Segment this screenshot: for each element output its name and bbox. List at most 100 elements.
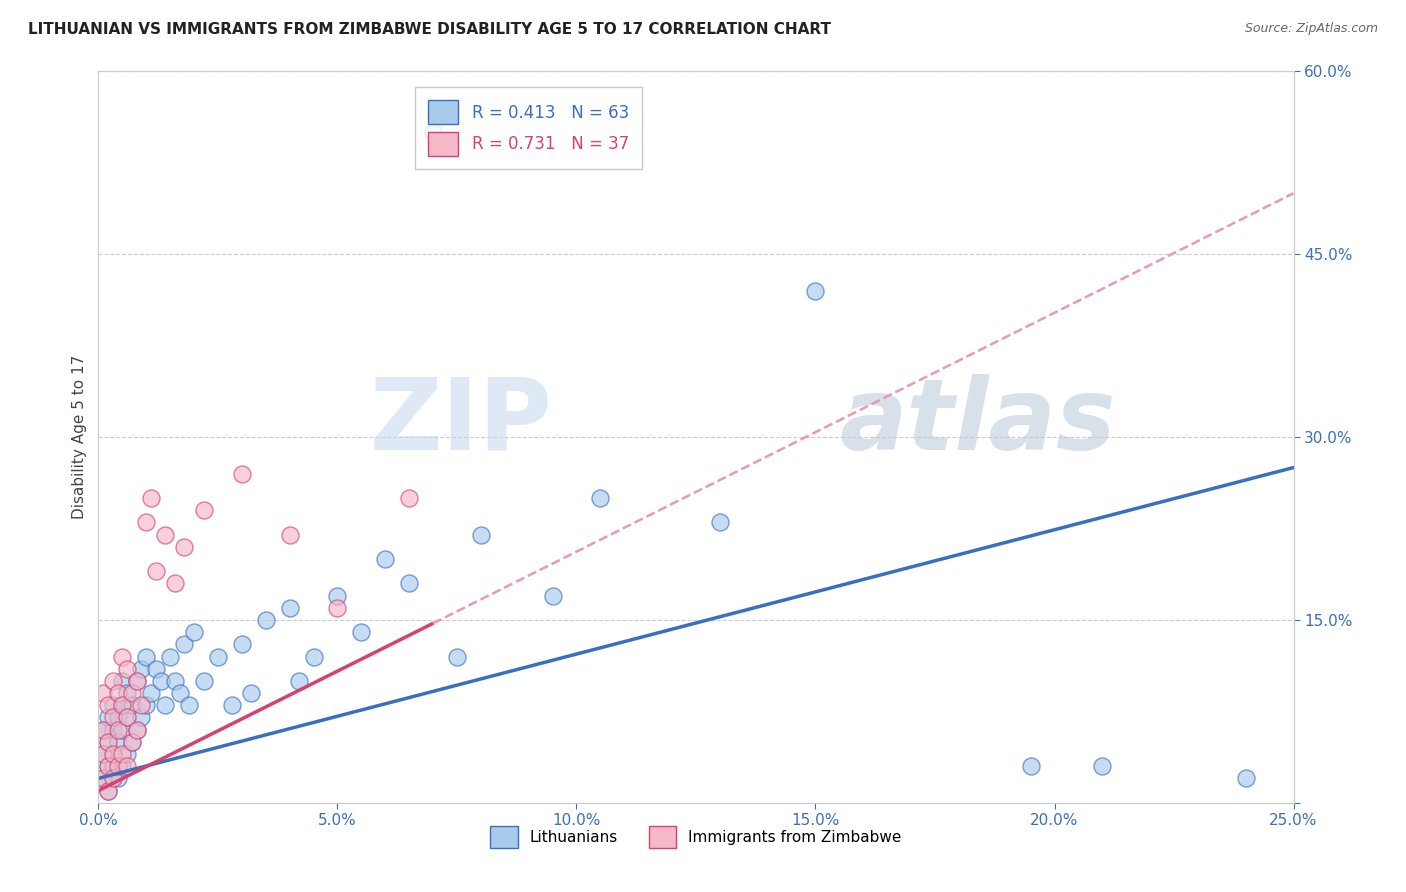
Point [107, 735, 129, 749]
Point [135, 516, 157, 530]
Point [101, 772, 124, 786]
Point [139, 686, 162, 700]
Point [91, 686, 114, 700]
Point [125, 673, 148, 688]
Point [107, 772, 129, 786]
Point [131, 710, 153, 724]
Point [91, 772, 114, 786]
Point [107, 710, 129, 724]
Point [135, 649, 157, 664]
Point [374, 552, 396, 566]
Point [91, 747, 114, 761]
Point [111, 698, 134, 713]
Point [115, 710, 138, 724]
Point [163, 673, 186, 688]
Point [101, 673, 124, 688]
Point [115, 710, 138, 724]
Point [111, 698, 134, 713]
Point [121, 698, 143, 713]
Point [288, 673, 311, 688]
Point [101, 723, 124, 737]
Point [101, 772, 124, 786]
Point [589, 491, 612, 505]
Point [97, 759, 120, 773]
Text: ZIP: ZIP [370, 374, 553, 471]
Text: Source: ZipAtlas.com: Source: ZipAtlas.com [1244, 22, 1378, 36]
Text: atlas: atlas [839, 374, 1116, 471]
Point [446, 649, 468, 664]
Point [107, 686, 129, 700]
Point [350, 625, 373, 640]
Point [422, 125, 444, 139]
Point [97, 735, 120, 749]
Point [97, 710, 120, 724]
Point [101, 747, 124, 761]
Text: LITHUANIAN VS IMMIGRANTS FROM ZIMBABWE DISABILITY AGE 5 TO 17 CORRELATION CHART: LITHUANIAN VS IMMIGRANTS FROM ZIMBABWE D… [28, 22, 831, 37]
Point [121, 686, 143, 700]
Point [135, 698, 157, 713]
Point [101, 710, 124, 724]
Point [231, 467, 253, 481]
Point [398, 491, 420, 505]
Point [207, 649, 229, 664]
Point [115, 686, 138, 700]
Point [97, 698, 120, 713]
Point [193, 503, 215, 517]
Point [278, 527, 301, 541]
Point [125, 673, 148, 688]
Point [169, 686, 191, 700]
Point [101, 747, 124, 761]
Point [149, 673, 172, 688]
Point [125, 723, 148, 737]
Point [91, 772, 114, 786]
Point [709, 516, 731, 530]
Point [159, 649, 181, 664]
Point [155, 698, 177, 713]
Point [91, 723, 114, 737]
Point [179, 698, 201, 713]
Point [111, 747, 134, 761]
Point [107, 759, 129, 773]
Point [1234, 772, 1257, 786]
Point [131, 698, 153, 713]
Point [131, 662, 153, 676]
Point [326, 600, 349, 615]
Point [804, 284, 827, 298]
Point [111, 759, 134, 773]
Point [470, 527, 492, 541]
Point [254, 613, 277, 627]
Point [145, 662, 167, 676]
Point [111, 723, 134, 737]
Point [115, 662, 138, 676]
Point [145, 564, 167, 578]
Point [302, 649, 325, 664]
Point [193, 673, 215, 688]
Point [115, 747, 138, 761]
Point [125, 723, 148, 737]
Point [541, 589, 564, 603]
Point [1019, 759, 1042, 773]
Point [278, 600, 301, 615]
Point [121, 735, 143, 749]
Y-axis label: Disability Age 5 to 17: Disability Age 5 to 17 [72, 355, 87, 519]
Point [121, 735, 143, 749]
Point [101, 698, 124, 713]
Point [231, 637, 253, 651]
Point [221, 698, 243, 713]
Point [111, 673, 134, 688]
Point [183, 625, 205, 640]
Point [97, 783, 120, 797]
Point [1091, 759, 1114, 773]
Point [398, 576, 420, 591]
Point [240, 686, 263, 700]
Point [173, 637, 195, 651]
Point [173, 540, 195, 554]
Point [107, 723, 129, 737]
Point [115, 759, 138, 773]
Point [91, 747, 114, 761]
Point [97, 783, 120, 797]
Legend: Lithuanians, Immigrants from Zimbabwe: Lithuanians, Immigrants from Zimbabwe [484, 820, 908, 854]
Point [139, 491, 162, 505]
Point [155, 527, 177, 541]
Point [91, 723, 114, 737]
